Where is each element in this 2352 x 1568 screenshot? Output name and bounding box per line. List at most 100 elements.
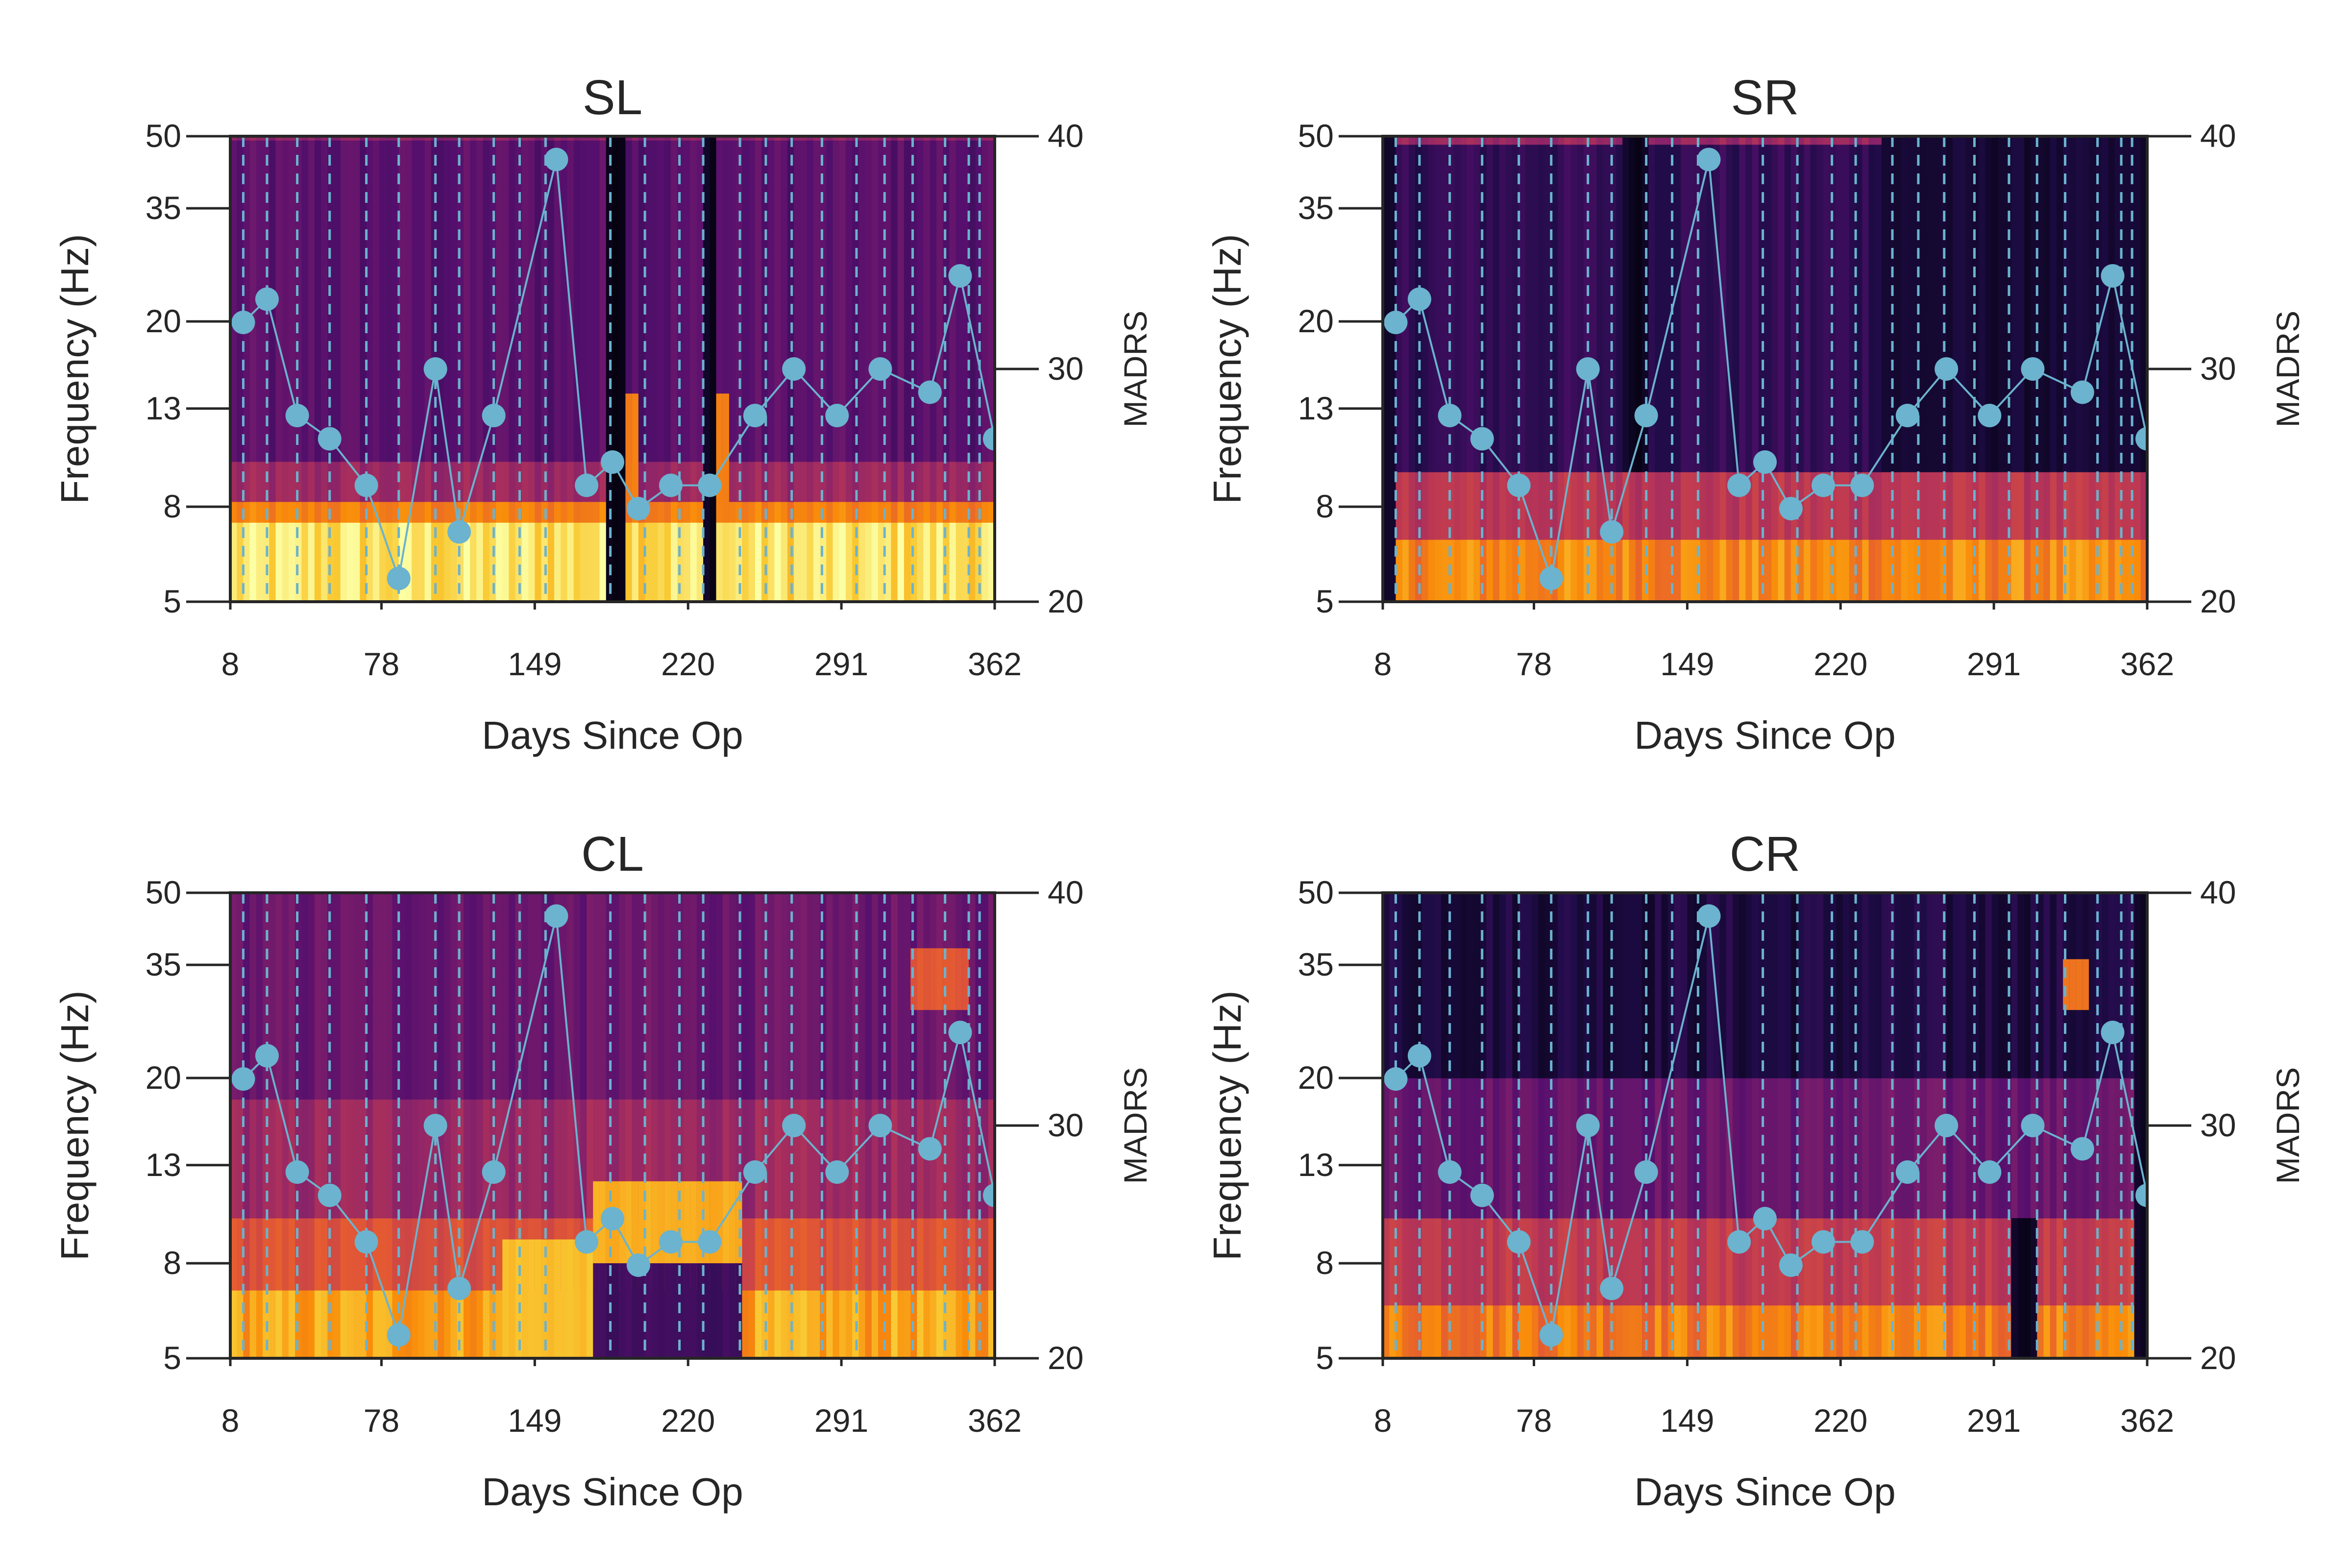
- spectrogram-cell: [768, 140, 775, 462]
- spectrogram-cell: [1946, 1305, 1954, 1358]
- spectrogram-cell: [1881, 144, 1889, 472]
- spectrogram-cell: [412, 136, 419, 141]
- spectrogram-cell: [1991, 472, 1999, 540]
- spectrogram-cell: [237, 893, 244, 1100]
- spectrogram-cell: [269, 1218, 276, 1291]
- spectrogram-cell: [275, 1290, 283, 1358]
- spectrogram-cell: [839, 893, 846, 1100]
- spectrogram-cell: [1577, 1078, 1584, 1219]
- y2-tick-label: 30: [2200, 1107, 2236, 1143]
- spectrogram-cell: [1920, 539, 1928, 602]
- spectrogram-cell: [1771, 136, 1779, 145]
- spectrogram-cell: [910, 140, 918, 462]
- spectrogram-cell: [852, 140, 859, 462]
- spectrogram-cell: [871, 462, 879, 502]
- spectrogram-cell: [573, 501, 581, 523]
- spectrogram-cell: [1519, 893, 1526, 1078]
- spectrogram-cell: [256, 501, 263, 523]
- spectrogram-cell: [450, 140, 458, 462]
- spectrogram-cell: [580, 893, 588, 1100]
- spectrogram-cell: [1907, 472, 1914, 540]
- spectrogram-cell: [308, 893, 315, 1100]
- spectrogram-cell: [412, 140, 419, 462]
- spectrogram-cell: [2114, 1078, 2122, 1219]
- spectrogram-cell: [1434, 1305, 1442, 1358]
- spectrogram-cell: [2017, 144, 2025, 472]
- spectrogram-cell: [1389, 144, 1396, 472]
- spectrogram-cell: [897, 1099, 905, 1219]
- spectrogram-cell: [2089, 1305, 2096, 1358]
- spectrogram-cell: [794, 136, 801, 141]
- spectrogram-cell: [1946, 1078, 1954, 1219]
- spectrogram-cell: [619, 501, 626, 523]
- spectrogram-cell: [612, 1263, 620, 1358]
- spectrogram-cell: [1383, 136, 1390, 145]
- spectrogram-cell: [904, 522, 911, 602]
- spectrogram-cell: [237, 462, 244, 502]
- spectrogram-cell: [580, 522, 588, 602]
- spectrogram-cell: [755, 501, 762, 523]
- spectrogram-cell: [807, 1290, 814, 1358]
- spectrogram-cell: [502, 462, 510, 502]
- spectrogram-cell: [321, 140, 328, 462]
- spectrogram-cell: [1719, 1305, 1727, 1358]
- spectrogram-cell: [340, 136, 347, 141]
- spectrogram-cell: [1512, 893, 1519, 1078]
- spectrogram-cell: [496, 1290, 503, 1358]
- spectrogram-cell: [710, 1263, 717, 1358]
- spectrogram-cell: [2024, 136, 2031, 145]
- spectrogram-cell: [1532, 1305, 1539, 1358]
- spectrogram-cell: [1596, 144, 1604, 472]
- spectrogram-cell: [619, 1263, 626, 1358]
- spectrogram-cell: [619, 136, 626, 141]
- spectrogram-cell: [275, 1099, 283, 1219]
- y-tick-label: 5: [1316, 1340, 1334, 1376]
- spectrogram-cell: [1745, 1078, 1753, 1219]
- spectrogram-cell: [1765, 893, 1772, 1078]
- spectrogram-cell: [483, 501, 490, 523]
- spectrogram-cell: [340, 1218, 347, 1291]
- spectrogram-cell: [334, 140, 341, 462]
- spectrogram-cell: [418, 462, 425, 502]
- spectrogram-cell: [1979, 1078, 1986, 1219]
- spectrogram-cell: [269, 1290, 276, 1358]
- spectrogram-cell: [249, 136, 257, 141]
- spectrogram-cell: [1881, 893, 1889, 1078]
- spectrogram-cell: [2069, 959, 2077, 1010]
- spectrogram-cell: [496, 1218, 503, 1291]
- spectrogram-cell: [2102, 539, 2109, 602]
- spectrogram-cell: [1719, 539, 1727, 602]
- spectrogram-cell: [1635, 1218, 1642, 1306]
- spectrogram-cell: [230, 501, 238, 523]
- spectrogram-cell: [1933, 1078, 1940, 1219]
- x-tick-label: 8: [221, 1402, 240, 1439]
- spectrogram-cell: [230, 1218, 238, 1291]
- spectrogram-cell: [1894, 539, 1902, 602]
- spectrogram-cell: [1493, 539, 1500, 602]
- spectrogram-cell: [981, 462, 989, 502]
- spectrogram-cell: [807, 140, 814, 462]
- spectrogram-cell: [1849, 1305, 1856, 1358]
- spectrogram-cell: [1901, 1305, 1908, 1358]
- spectrogram-cell: [1823, 144, 1831, 472]
- spectrogram-cell: [658, 522, 665, 602]
- spectrogram-cell: [651, 462, 659, 502]
- spectrogram-cell: [1681, 1218, 1688, 1306]
- spectrogram-cell: [917, 1099, 924, 1219]
- madrs-point: [1407, 1044, 1431, 1068]
- spectrogram-cell: [781, 522, 788, 602]
- spectrogram-cell: [606, 140, 613, 462]
- spectrogram-cell: [463, 1099, 471, 1219]
- spectrogram-cell: [275, 462, 283, 502]
- y-tick-label: 20: [1298, 303, 1334, 339]
- spectrogram-cell: [904, 893, 911, 1100]
- spectrogram-cell: [638, 522, 645, 602]
- spectrogram-cell: [353, 1099, 361, 1219]
- spectrogram-cell: [2056, 893, 2064, 1078]
- spectrogram-cell: [956, 1290, 963, 1358]
- spectrogram-cell: [321, 136, 328, 141]
- spectrogram-cell: [230, 522, 238, 602]
- spectrogram-cell: [1739, 893, 1746, 1078]
- spectrogram-cell: [722, 522, 730, 602]
- spectrogram-cell: [1596, 539, 1604, 602]
